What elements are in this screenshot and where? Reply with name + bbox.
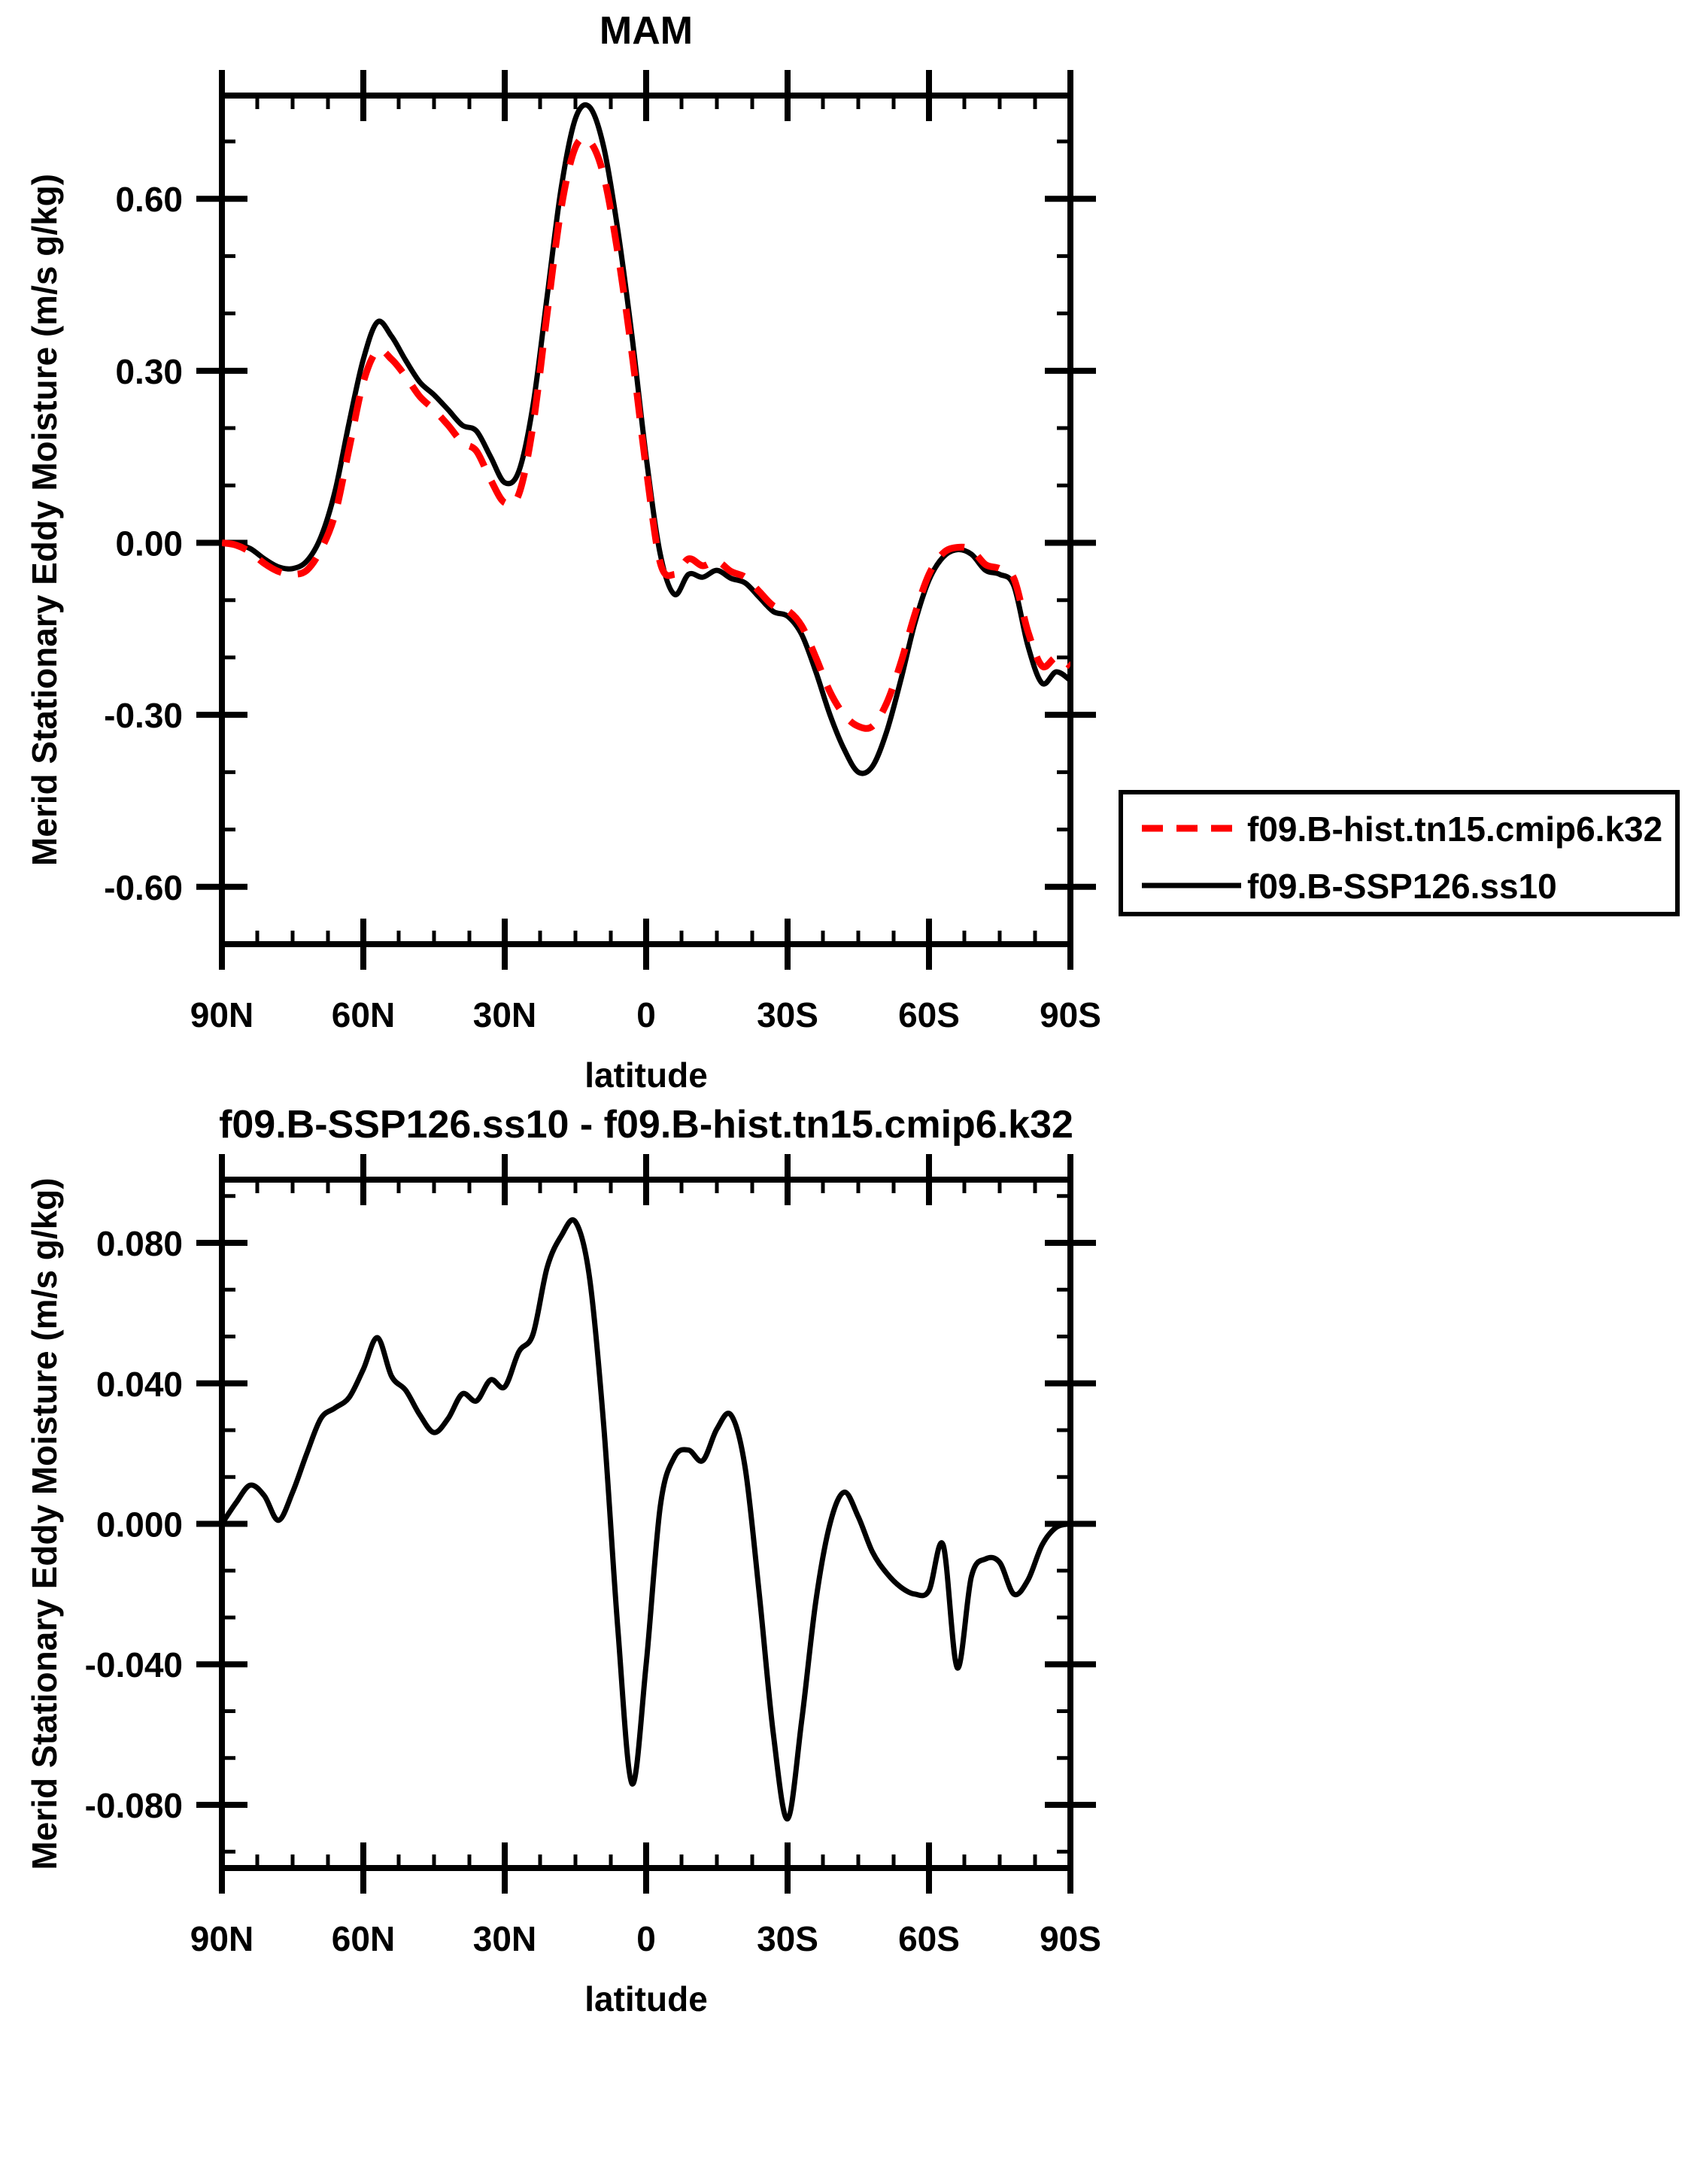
panel-title: f09.B-SSP126.ss10 - f09.B-hist.tn15.cmip… — [219, 1103, 1073, 1147]
y-axis-title: Merid Stationary Eddy Moisture (m/s g/kg… — [25, 1177, 64, 1870]
xtick-label: 60N — [332, 995, 395, 1034]
ytick-label: -0.60 — [104, 868, 183, 907]
xtick-label: 90N — [190, 995, 253, 1034]
legend-box — [1119, 790, 1680, 916]
xtick-label: 30S — [757, 1919, 818, 1958]
xtick-label: 60S — [898, 995, 960, 1034]
xtick-label: 30N — [473, 995, 536, 1034]
xtick-label: 90N — [190, 1919, 253, 1958]
xtick-label: 90S — [1040, 995, 1101, 1034]
ytick-label: 0.000 — [96, 1505, 183, 1545]
xtick-label: 0 — [636, 995, 656, 1034]
ytick-label: -0.30 — [104, 696, 183, 735]
x-axis-title: latitude — [584, 1056, 708, 1095]
ytick-label: 0.040 — [96, 1365, 183, 1404]
legend-label-0: f09.B-hist.tn15.cmip6.k32 — [1247, 810, 1662, 849]
xtick-label: 30S — [757, 995, 818, 1034]
plot-frame — [219, 93, 1073, 947]
ytick-label: 0.60 — [115, 180, 183, 219]
legend-label-1: f09.B-SSP126.ss10 — [1247, 867, 1557, 906]
xtick-label: 60S — [898, 1919, 960, 1958]
ytick-label: -0.080 — [85, 1786, 183, 1825]
ytick-label: 0.00 — [115, 524, 183, 563]
panel-top-panel: 0.60 0.30 0.00 -0.30 -0.60 90N 60N 30N 0 30S 60S 90… — [25, 9, 1101, 1095]
x-axis-title: latitude — [584, 1979, 708, 2018]
series-group — [222, 102, 1070, 776]
series-line-0 — [222, 1217, 1070, 1822]
xtick-label: 90S — [1040, 1919, 1101, 1958]
ytick-label: 0.30 — [115, 352, 183, 391]
y-axis-title: Merid Stationary Eddy Moisture (m/s g/kg… — [25, 174, 64, 866]
ytick-label: -0.040 — [85, 1645, 183, 1684]
xtick-label: 30N — [473, 1919, 536, 1958]
plot-frame — [219, 1177, 1073, 1871]
series-group — [222, 1217, 1070, 1822]
series-line-1 — [222, 135, 1070, 732]
panel-title: MAM — [600, 9, 693, 53]
xtick-label: 60N — [332, 1919, 395, 1958]
xtick-label: 0 — [636, 1919, 656, 1958]
panel-bottom-panel: 0.080 0.040 0.000 -0.040 -0.080 90N 60N 30N 0 30S… — [25, 1103, 1101, 2018]
legend: f09.B-hist.tn15.cmip6.k32 f09.B-SSP126.ss… — [1119, 790, 1680, 916]
ytick-label: 0.080 — [96, 1224, 183, 1263]
